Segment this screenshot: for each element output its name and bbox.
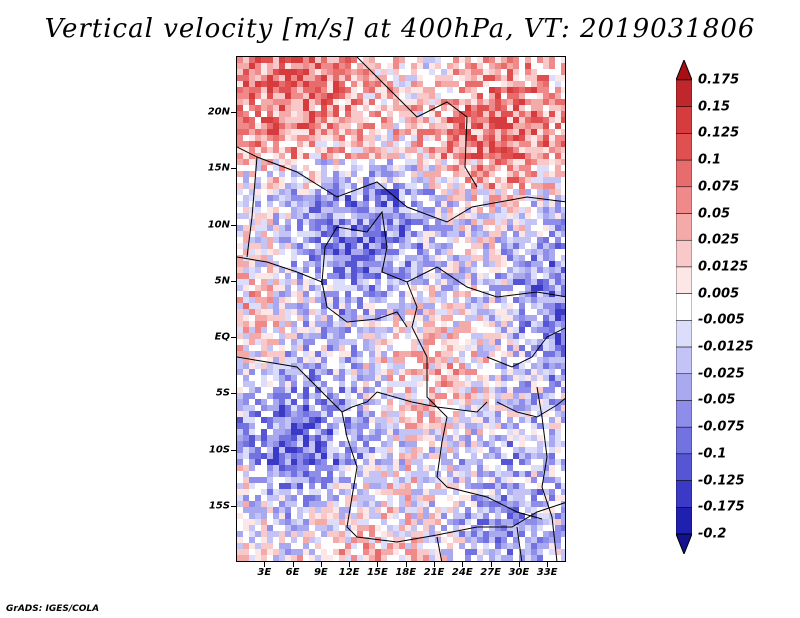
lon-tick <box>377 562 379 567</box>
country-border <box>341 411 565 543</box>
colorbar-segment <box>676 453 692 481</box>
lon-tick <box>434 562 435 567</box>
colorbar-label: -0.075 <box>698 419 745 435</box>
country-border <box>237 356 378 413</box>
velocity-field <box>237 57 565 561</box>
colorbar-label: -0.025 <box>698 366 745 382</box>
lat-tick <box>231 112 236 114</box>
lat-tick <box>231 168 236 170</box>
colorbar-label: -0.2 <box>698 526 727 542</box>
colorbar-label: -0.0125 <box>698 339 754 355</box>
lon-tick <box>462 562 464 567</box>
lon-tick-label: 15E <box>367 567 388 578</box>
country-border <box>536 386 558 561</box>
lat-tick <box>231 337 236 339</box>
colorbar-label: 0.005 <box>698 286 740 302</box>
colorbar-segment <box>676 79 692 107</box>
lon-tick-label: 27E <box>480 567 501 578</box>
colorbar-upper-arrow <box>676 60 692 81</box>
colorbar-label: 0.125 <box>698 125 740 141</box>
colorbar-label: -0.005 <box>698 312 745 328</box>
lon-tick <box>264 562 266 567</box>
colorbar-segment <box>676 320 692 348</box>
colorbar-lower-arrow <box>676 533 692 554</box>
colorbar-segment <box>676 373 692 401</box>
country-border <box>237 146 565 223</box>
lat-tick-label: 15S <box>208 500 230 512</box>
country-border <box>356 57 478 188</box>
lat-tick-label: 15N <box>207 162 230 174</box>
colorbar-label: -0.05 <box>698 392 736 408</box>
lat-tick-label: EQ <box>214 331 230 343</box>
lon-tick-label: 18E <box>395 567 417 578</box>
colorbar-segment <box>676 346 692 375</box>
colorbar-label: -0.175 <box>698 499 745 515</box>
colorbar-label: 0.15 <box>698 99 731 115</box>
lon-tick <box>405 562 407 567</box>
map-plot <box>236 56 566 562</box>
colorbar-segment <box>676 239 692 268</box>
lon-tick <box>292 562 294 567</box>
country-border <box>246 156 258 258</box>
lat-tick <box>231 505 236 507</box>
colorbar-segment <box>676 293 692 321</box>
colorbar-label: 0.0125 <box>698 259 749 275</box>
country-border <box>496 397 565 418</box>
lon-tick-label: 3E <box>257 567 272 578</box>
lon-tick-label: 12E <box>338 567 360 578</box>
lon-tick <box>349 562 351 567</box>
country-border <box>376 391 543 520</box>
lat-tick <box>231 224 236 226</box>
colorbar-label: 0.075 <box>698 179 740 195</box>
lon-tick-label: 24E <box>451 567 473 578</box>
colorbar-label: -0.125 <box>698 473 745 489</box>
chart-title: Vertical velocity [m/s] at 400hPa, VT: 2… <box>44 14 756 44</box>
colorbar-label: 0.025 <box>698 232 740 248</box>
lon-tick-label: 33E <box>536 567 558 578</box>
colorbar <box>676 60 692 554</box>
lat-tick <box>231 393 236 395</box>
lon-tick <box>518 562 520 567</box>
colorbar-segment <box>676 106 692 134</box>
colorbar-segment <box>676 266 692 294</box>
country-border <box>486 327 565 368</box>
colorbar-segment <box>676 186 692 214</box>
country-border <box>321 210 565 298</box>
lat-tick <box>231 280 236 282</box>
country-border <box>406 281 488 413</box>
lat-tick-label: 10N <box>207 219 230 231</box>
lon-tick <box>490 562 492 567</box>
lon-tick <box>320 562 322 567</box>
lon-tick-label: 21E <box>423 567 445 578</box>
lat-tick-label: 5S <box>215 387 230 399</box>
country-border <box>436 536 443 561</box>
colorbar-segment <box>676 507 692 535</box>
lon-tick-label: 9E <box>313 567 328 578</box>
colorbar-segment <box>676 133 692 161</box>
lon-tick-label: 6E <box>285 567 300 578</box>
country-border <box>516 526 523 561</box>
lon-tick-label: 30E <box>508 567 530 578</box>
lat-tick-label: 20N <box>207 106 230 118</box>
lat-tick-label: 10S <box>208 444 230 456</box>
lon-tick <box>547 562 549 567</box>
colorbar-label: -0.1 <box>698 446 727 462</box>
colorbar-segment <box>676 426 692 455</box>
colorbar-label: 0.05 <box>698 206 731 222</box>
lat-tick-label: 5N <box>214 275 230 287</box>
colorbar-segment <box>676 480 692 508</box>
velocity-cells <box>237 57 565 561</box>
colorbar-label: 0.175 <box>698 72 740 88</box>
lat-tick <box>231 449 236 451</box>
country-border <box>237 256 408 328</box>
colorbar-segment <box>676 400 692 428</box>
colorbar-label: 0.1 <box>698 152 722 168</box>
colorbar-segment <box>676 213 692 241</box>
colorbar-segment <box>676 159 692 188</box>
grads-credit: GrADS: IGES/COLA <box>6 604 100 614</box>
